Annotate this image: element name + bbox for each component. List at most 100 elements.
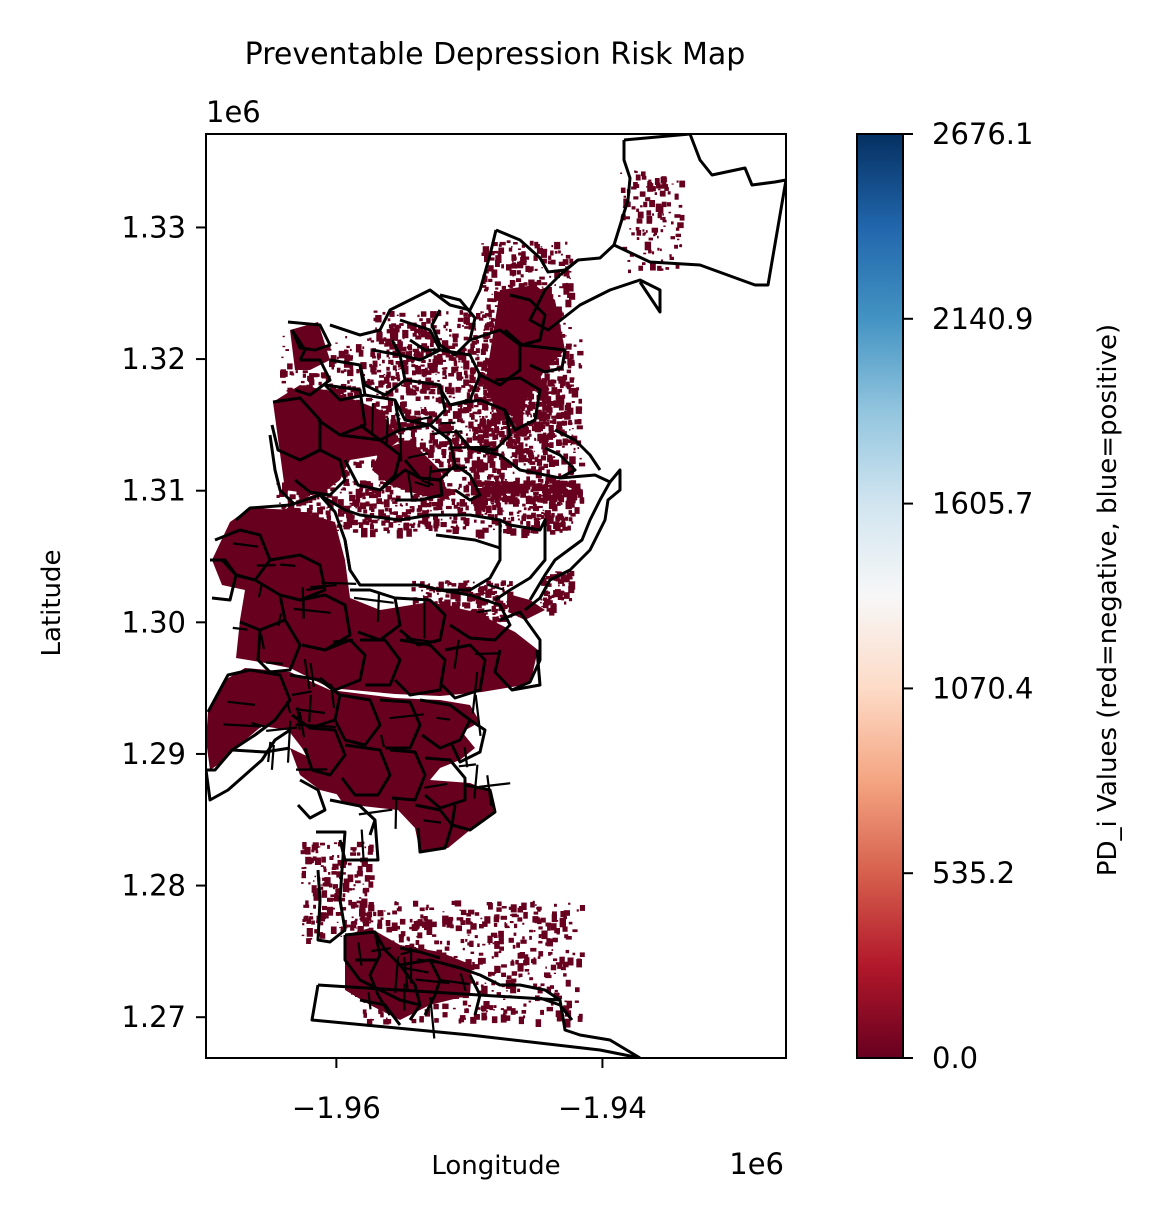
risk-cell <box>545 480 550 485</box>
risk-cell <box>449 916 454 921</box>
risk-cell <box>488 971 492 977</box>
risk-cell <box>453 361 458 367</box>
risk-cell <box>518 248 521 250</box>
risk-cell <box>440 510 444 515</box>
risk-cell <box>528 361 532 365</box>
risk-cell <box>510 493 515 500</box>
risk-cell <box>664 187 669 191</box>
risk-cell <box>418 333 421 336</box>
risk-cell <box>455 925 462 932</box>
risk-cell <box>524 351 529 355</box>
district-boundary <box>390 318 442 362</box>
risk-cell <box>431 366 438 373</box>
street-boundary <box>232 626 248 631</box>
risk-cell <box>284 525 288 528</box>
risk-cell <box>321 484 325 488</box>
risk-cell <box>560 911 567 918</box>
street-boundary <box>310 583 337 589</box>
risk-cell <box>408 324 415 328</box>
risk-cell <box>458 1018 465 1023</box>
risk-cell <box>548 338 551 342</box>
risk-cell <box>430 921 437 928</box>
risk-cell <box>311 525 314 527</box>
risk-cell <box>402 440 409 444</box>
risk-cell <box>510 904 517 913</box>
risk-cell <box>636 237 640 240</box>
risk-cell <box>366 944 372 949</box>
risk-cell <box>392 501 398 504</box>
risk-cell <box>541 515 545 519</box>
risk-cell <box>434 613 440 619</box>
risk-cell <box>674 193 679 200</box>
risk-cell <box>508 584 512 586</box>
risk-cell <box>378 427 383 434</box>
risk-cell <box>409 388 414 394</box>
risk-cell <box>494 419 498 424</box>
risk-cell <box>386 439 392 444</box>
risk-cell <box>384 507 389 512</box>
risk-cell <box>276 494 280 498</box>
risk-cell <box>518 430 525 437</box>
risk-cell <box>411 587 416 592</box>
y-tick-label: 1.28 <box>121 869 186 903</box>
risk-cell <box>517 907 523 913</box>
risk-cell <box>423 385 427 388</box>
risk-cell <box>487 419 490 421</box>
risk-cell <box>675 233 681 238</box>
risk-cell <box>495 598 500 605</box>
risk-cell <box>301 470 308 479</box>
risk-cell <box>441 423 446 428</box>
risk-cell <box>327 449 334 455</box>
risk-cell <box>549 317 552 319</box>
risk-cell <box>463 407 470 413</box>
district-boundary <box>424 756 467 810</box>
risk-cell <box>491 990 494 992</box>
risk-cell <box>547 322 553 328</box>
risk-cell <box>473 1014 480 1020</box>
risk-cell <box>388 390 394 397</box>
risk-cell <box>460 366 463 368</box>
district-boundary <box>454 463 482 502</box>
risk-cell <box>331 366 334 370</box>
risk-cell <box>355 505 358 509</box>
risk-cell <box>412 952 418 958</box>
risk-cell <box>429 439 433 444</box>
risk-cell <box>420 407 423 409</box>
risk-cell <box>373 506 377 509</box>
risk-cell <box>451 498 456 502</box>
risk-cell <box>469 385 473 390</box>
risk-cell <box>401 451 406 455</box>
risk-cell <box>654 192 657 195</box>
risk-cell <box>285 529 291 534</box>
risk-cell <box>633 196 639 200</box>
risk-cell <box>522 390 525 393</box>
risk-cell <box>503 298 506 301</box>
risk-cell <box>545 922 552 927</box>
risk-cell <box>646 215 653 224</box>
risk-cell <box>478 378 484 387</box>
risk-cell <box>467 407 471 412</box>
risk-cell <box>568 902 571 905</box>
risk-cell <box>571 493 578 501</box>
risk-cell <box>538 364 545 372</box>
risk-cell <box>560 575 564 578</box>
risk-cell <box>414 609 419 613</box>
risk-cell <box>420 364 425 367</box>
risk-cell <box>394 337 398 341</box>
risk-cell <box>388 450 395 459</box>
risk-cell <box>547 600 553 605</box>
risk-cell <box>489 1005 494 1011</box>
risk-cell <box>305 514 312 522</box>
risk-cell <box>383 499 390 508</box>
risk-cell <box>578 494 582 498</box>
risk-cell <box>481 367 485 371</box>
risk-cell <box>425 469 431 477</box>
risk-cell <box>484 512 488 515</box>
risk-cell <box>501 964 507 968</box>
risk-cell <box>502 421 504 423</box>
risk-cell <box>431 493 434 497</box>
street-boundary <box>250 722 267 728</box>
risk-cell <box>446 390 452 395</box>
risk-cell <box>522 327 529 335</box>
district-boundary <box>495 228 579 274</box>
